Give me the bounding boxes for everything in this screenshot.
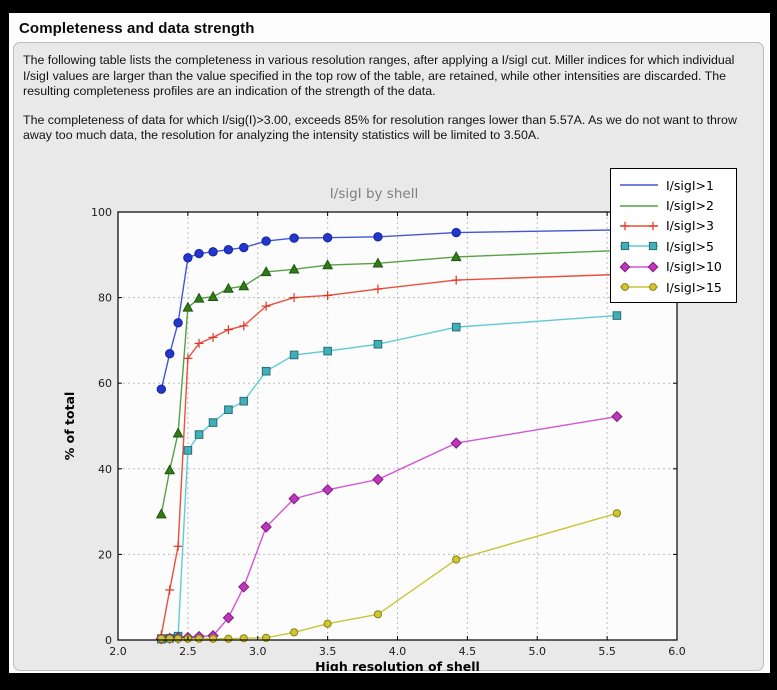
legend-item-i-sigi-10: I/sigI>10 bbox=[619, 257, 736, 277]
y-tick-label: 0 bbox=[105, 634, 112, 647]
legend-item-i-sigi-2: I/sigI>2 bbox=[619, 195, 736, 215]
y-tick-label: 20 bbox=[98, 548, 112, 561]
y-tick-label: 60 bbox=[98, 377, 112, 390]
paragraph-completeness-explanation: The following table lists the completene… bbox=[23, 53, 735, 99]
x-tick-label: 3.5 bbox=[319, 645, 337, 658]
x-tick-label: 2.0 bbox=[109, 645, 127, 658]
x-tick-label: 4.5 bbox=[459, 645, 477, 658]
plot-area bbox=[118, 212, 677, 640]
legend-item-i-sigi-1: I/sigI>1 bbox=[619, 175, 736, 195]
x-tick-label: 5.0 bbox=[529, 645, 547, 658]
chart-title: I/sigI by shell bbox=[330, 186, 418, 202]
legend-label: I/sigI>15 bbox=[666, 279, 722, 295]
x-tick-label: 4.0 bbox=[389, 645, 407, 658]
legend-label: I/sigI>5 bbox=[666, 238, 714, 254]
y-axis-label: % of total bbox=[62, 392, 77, 461]
page-title: Completeness and data strength bbox=[19, 20, 255, 37]
legend-sample-i-sigi-1 bbox=[620, 184, 658, 186]
legend-label: I/sigI>1 bbox=[666, 177, 714, 193]
series-i-sigi-2 bbox=[155, 244, 623, 519]
legend-sample-i-sigi-15 bbox=[620, 283, 658, 292]
completeness-chart: 2.0 2.5 3.0 3.5 4.0 4.5 5.0 5.5 6.0 0 20 40 60 80 100 I… bbox=[62, 186, 686, 671]
series-i-sigi-5 bbox=[157, 311, 622, 644]
report-content-panel: The following table lists the completene… bbox=[13, 42, 764, 671]
legend-item-i-sigi-15: I/sigI>15 bbox=[619, 277, 736, 297]
completeness-figure: 2.0 2.5 3.0 3.5 4.0 4.5 5.0 5.5 6.0 0 20 40 60 80 100 I… bbox=[14, 164, 763, 671]
legend-sample-i-sigi-3 bbox=[620, 221, 658, 231]
chart-legend: I/sigI>1 I/sigI>2 I/sigI>3 I/sigI>5 I/sigI>1… bbox=[610, 168, 737, 304]
x-axis-label: High resolution of shell bbox=[315, 659, 480, 671]
legend-item-i-sigi-5: I/sigI>5 bbox=[619, 236, 736, 256]
report-page: Completeness and data strength The follo… bbox=[9, 13, 770, 673]
paragraph-resolution-conclusion: The completeness of data for which I/sig… bbox=[23, 112, 737, 143]
y-tick-label: 100 bbox=[91, 206, 112, 219]
legend-label: I/sigI>3 bbox=[666, 218, 714, 234]
x-tick-label: 5.5 bbox=[598, 645, 616, 658]
y-tick-label: 80 bbox=[98, 292, 112, 305]
x-tick-label: 2.5 bbox=[179, 645, 197, 658]
legend-label: I/sigI>2 bbox=[666, 198, 714, 214]
y-tick-label: 40 bbox=[98, 463, 112, 476]
legend-item-i-sigi-3: I/sigI>3 bbox=[619, 216, 736, 236]
legend-sample-i-sigi-5 bbox=[620, 242, 658, 251]
legend-sample-i-sigi-2 bbox=[620, 204, 658, 207]
x-tick-label: 3.0 bbox=[249, 645, 267, 658]
legend-label: I/sigI>10 bbox=[666, 259, 722, 275]
legend-sample-i-sigi-10 bbox=[619, 261, 659, 273]
x-tick-label: 6.0 bbox=[668, 645, 686, 658]
